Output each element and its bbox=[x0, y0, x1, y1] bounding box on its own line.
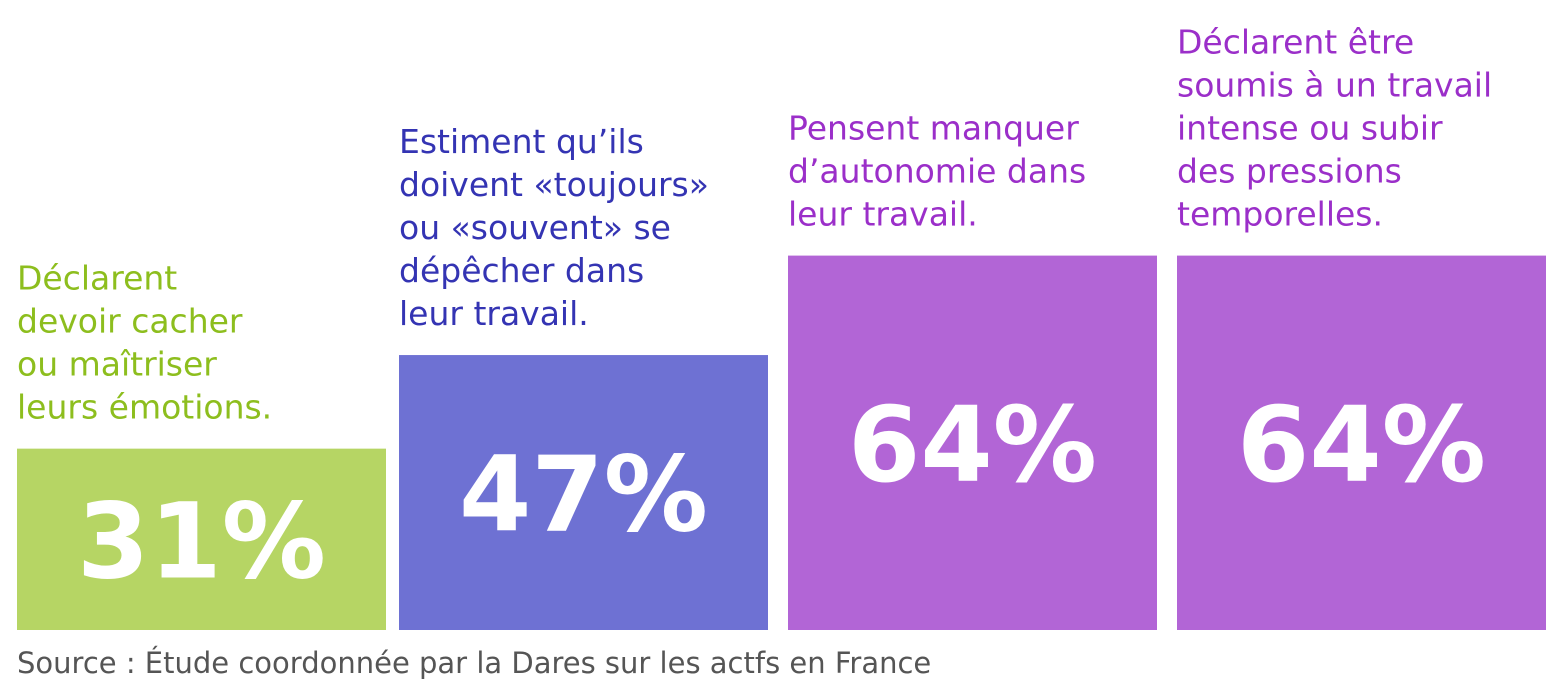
category-label-line: devoir cacher bbox=[17, 302, 243, 341]
bar-1 bbox=[17, 448, 386, 630]
bar-3 bbox=[788, 255, 1157, 630]
bar-2 bbox=[399, 355, 768, 630]
category-label-line: temporelles. bbox=[1177, 195, 1383, 234]
value-label-4: 64% bbox=[1237, 384, 1486, 506]
category-label-line: d’autonomie dans bbox=[788, 152, 1086, 191]
category-label-line: Estiment qu’ils bbox=[399, 122, 644, 161]
category-label-line: leur travail. bbox=[399, 294, 589, 333]
category-label-3: Pensent manquer d’autonomie dans leur trav… bbox=[788, 109, 1086, 234]
category-label-line: Déclarent être bbox=[1177, 23, 1414, 62]
value-label-3: 64% bbox=[848, 384, 1097, 506]
category-label-2: Estiment qu’ils doivent «toujours» ou «sou… bbox=[399, 122, 709, 333]
source-note: Source : Étude coordonnée par la Dares s… bbox=[17, 646, 932, 680]
bar-4 bbox=[1177, 255, 1546, 630]
value-label-1: 31% bbox=[77, 480, 326, 602]
category-label-line: leurs émotions. bbox=[17, 388, 272, 427]
category-label-line: soumis à un travail bbox=[1177, 66, 1492, 105]
category-label-4: Déclarent être soumis à un travail intense… bbox=[1177, 23, 1492, 234]
category-label-line: leur travail. bbox=[788, 195, 978, 234]
category-label-line: doivent «toujours» bbox=[399, 165, 709, 204]
category-label-line: intense ou subir bbox=[1177, 109, 1443, 148]
category-label-line: ou «souvent» se bbox=[399, 208, 671, 247]
category-label-line: Pensent manquer bbox=[788, 109, 1079, 148]
category-label-1: Déclarent devoir cacher ou maîtriser leurs … bbox=[17, 259, 272, 427]
category-label-line: ou maîtriser bbox=[17, 345, 217, 384]
category-label-line: Déclarent bbox=[17, 259, 177, 298]
category-label-line: des pressions bbox=[1177, 152, 1402, 191]
value-label-2: 47% bbox=[459, 434, 708, 556]
category-label-line: dépêcher dans bbox=[399, 251, 644, 290]
